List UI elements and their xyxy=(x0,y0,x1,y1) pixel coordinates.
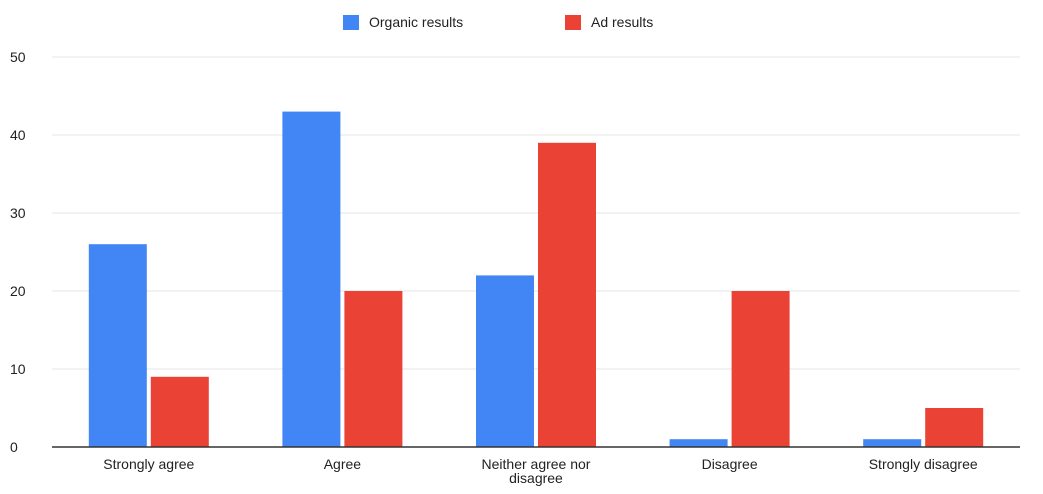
legend-label: Organic results xyxy=(369,14,463,30)
y-tick-label: 20 xyxy=(10,283,26,299)
x-category-label: Neither agree nor disagree xyxy=(482,456,591,486)
bar-ad-1 xyxy=(344,291,403,447)
x-axis-labels: Strongly agree Agree Neither agree nor disa… xyxy=(103,456,978,486)
bar-organic-2 xyxy=(476,275,534,447)
y-tick-label: 0 xyxy=(10,439,18,455)
legend-label: Ad results xyxy=(591,14,653,30)
bar-ad-0 xyxy=(150,376,209,447)
y-tick-label: 50 xyxy=(10,49,26,65)
bars xyxy=(88,111,984,448)
y-axis-ticks: 0 10 20 30 40 50 xyxy=(10,49,26,455)
x-category-label: Strongly disagree xyxy=(869,456,978,472)
bar-organic-3 xyxy=(669,439,728,447)
x-category-label: Agree xyxy=(324,456,362,472)
legend-swatch xyxy=(343,15,359,30)
bar-organic-1 xyxy=(282,111,341,447)
bar-ad-4 xyxy=(925,408,984,447)
x-category-label: Strongly agree xyxy=(103,456,194,472)
legend: Organic results Ad results xyxy=(343,14,653,30)
legend-item-ad: Ad results xyxy=(565,14,653,30)
gridlines xyxy=(52,56,1020,370)
y-tick-label: 10 xyxy=(10,361,26,377)
bar-ad-2 xyxy=(538,142,596,448)
bar-ad-3 xyxy=(731,291,790,447)
x-category-label: Disagree xyxy=(702,456,758,472)
bar-organic-4 xyxy=(863,439,922,447)
y-tick-label: 40 xyxy=(10,127,26,143)
bar-organic-0 xyxy=(88,244,147,447)
y-tick-label: 30 xyxy=(10,205,26,221)
legend-swatch xyxy=(565,15,581,30)
legend-item-organic: Organic results xyxy=(343,14,463,30)
